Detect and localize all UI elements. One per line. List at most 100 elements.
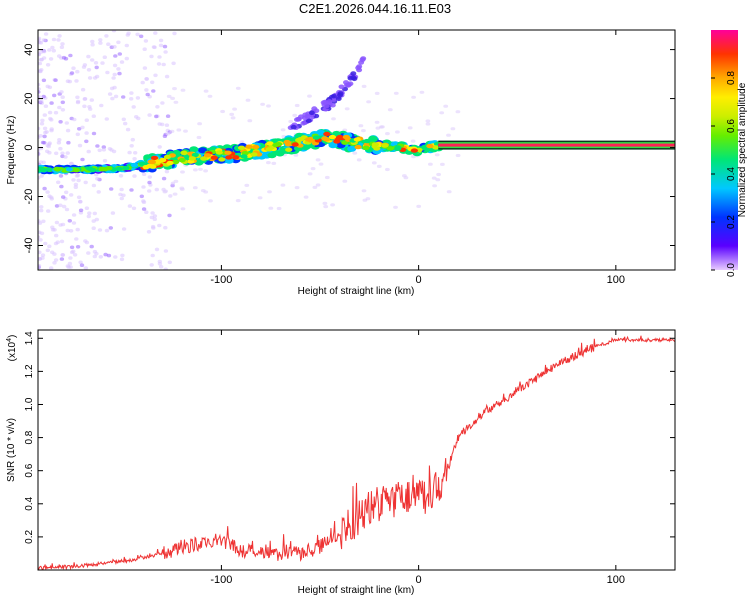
noise-speck xyxy=(90,98,94,102)
noise-speck xyxy=(59,90,63,94)
noise-speck xyxy=(119,188,123,192)
noise-speck xyxy=(40,122,44,126)
ridge-core xyxy=(394,146,401,150)
noise-speck xyxy=(66,141,70,145)
noise-speck xyxy=(104,34,108,38)
noise-speck xyxy=(174,180,179,183)
noise-speck xyxy=(69,229,73,233)
noise-speck xyxy=(229,113,234,116)
ridge-core xyxy=(381,143,388,147)
noise-speck xyxy=(432,184,437,187)
noise-speck xyxy=(316,158,321,161)
noise-speck xyxy=(92,132,96,136)
noise-speck xyxy=(165,170,169,174)
noise-speck xyxy=(88,76,92,80)
noise-speck xyxy=(162,177,166,181)
noise-speck xyxy=(416,205,421,208)
noise-speck xyxy=(90,43,94,47)
noise-speck xyxy=(307,95,312,98)
noise-speck xyxy=(447,190,452,193)
noise-speck xyxy=(166,132,171,135)
noise-speck xyxy=(204,90,209,93)
noise-speck xyxy=(40,119,44,123)
ridge-core xyxy=(362,146,369,150)
branch-blob xyxy=(291,125,297,130)
noise-speck xyxy=(428,163,433,166)
noise-speck xyxy=(162,63,166,67)
noise-speck xyxy=(72,118,76,122)
noise-speck xyxy=(150,211,154,215)
noise-speck xyxy=(168,261,172,265)
snr-ytick-label: 1.2 xyxy=(24,364,35,378)
noise-speck xyxy=(132,157,136,161)
noise-speck xyxy=(60,45,64,49)
ridge-core xyxy=(143,165,150,169)
noise-speck xyxy=(57,54,61,58)
ridge-core xyxy=(323,132,330,136)
noise-speck xyxy=(76,100,80,104)
branch-blob xyxy=(350,71,356,76)
noise-speck xyxy=(48,86,52,90)
noise-speck xyxy=(159,265,163,269)
noise-speck xyxy=(49,101,53,105)
colorbar: 0.0 0.2 0.4 0.6 0.8 Normalized spectral ampl… xyxy=(711,30,748,277)
noise-speck xyxy=(165,123,169,127)
noise-speck xyxy=(143,66,147,70)
noise-speck xyxy=(267,190,272,193)
noise-speck xyxy=(74,79,78,83)
noise-speck xyxy=(54,152,58,156)
branch-blob xyxy=(326,99,332,104)
noise-speck xyxy=(103,55,107,59)
noise-speck xyxy=(56,181,60,185)
noise-speck xyxy=(44,32,48,36)
noise-speck xyxy=(129,91,133,95)
noise-speck xyxy=(134,115,138,119)
noise-speck xyxy=(174,101,179,104)
ridge-core xyxy=(285,148,292,152)
noise-speck xyxy=(51,228,55,232)
snr-ytick-label: 0.2 xyxy=(24,530,35,544)
noise-speck xyxy=(395,130,400,133)
noise-speck xyxy=(133,151,137,155)
noise-speck xyxy=(208,199,213,202)
noise-speck xyxy=(92,114,96,118)
noise-speck xyxy=(362,189,367,192)
noise-speck xyxy=(439,111,444,114)
noise-speck xyxy=(83,63,87,67)
noise-speck xyxy=(366,197,371,200)
noise-speck xyxy=(39,100,43,104)
spectrogram-ytick-label: 40 xyxy=(23,43,35,55)
noise-speck xyxy=(87,215,91,219)
noise-speck xyxy=(113,255,117,259)
branch-blob xyxy=(360,57,366,62)
noise-speck xyxy=(193,186,198,189)
noise-speck xyxy=(43,242,47,246)
ridge-core xyxy=(66,167,73,171)
noise-speck xyxy=(359,124,364,127)
noise-speck xyxy=(271,162,276,165)
noise-speck xyxy=(42,187,46,191)
noise-speck xyxy=(139,35,143,39)
noise-speck xyxy=(79,209,83,213)
noise-speck xyxy=(281,128,286,131)
ridge-core xyxy=(116,167,123,171)
noise-speck xyxy=(85,118,89,122)
noise-speck xyxy=(99,104,103,108)
noise-speck xyxy=(394,92,399,95)
noise-speck xyxy=(166,114,170,118)
noise-speck xyxy=(72,221,76,225)
noise-speck xyxy=(52,38,56,42)
noise-speck xyxy=(75,96,79,100)
noise-speck xyxy=(446,134,451,137)
noise-speck xyxy=(103,159,107,163)
noise-speck xyxy=(59,174,63,178)
noise-speck xyxy=(98,41,102,45)
noise-speck xyxy=(246,99,251,102)
noise-speck xyxy=(93,76,97,80)
noise-speck xyxy=(443,105,448,108)
noise-speck xyxy=(116,67,120,71)
noise-speck xyxy=(68,262,72,266)
noise-speck xyxy=(42,135,46,139)
noise-speck xyxy=(456,110,461,113)
noise-speck xyxy=(113,54,117,58)
